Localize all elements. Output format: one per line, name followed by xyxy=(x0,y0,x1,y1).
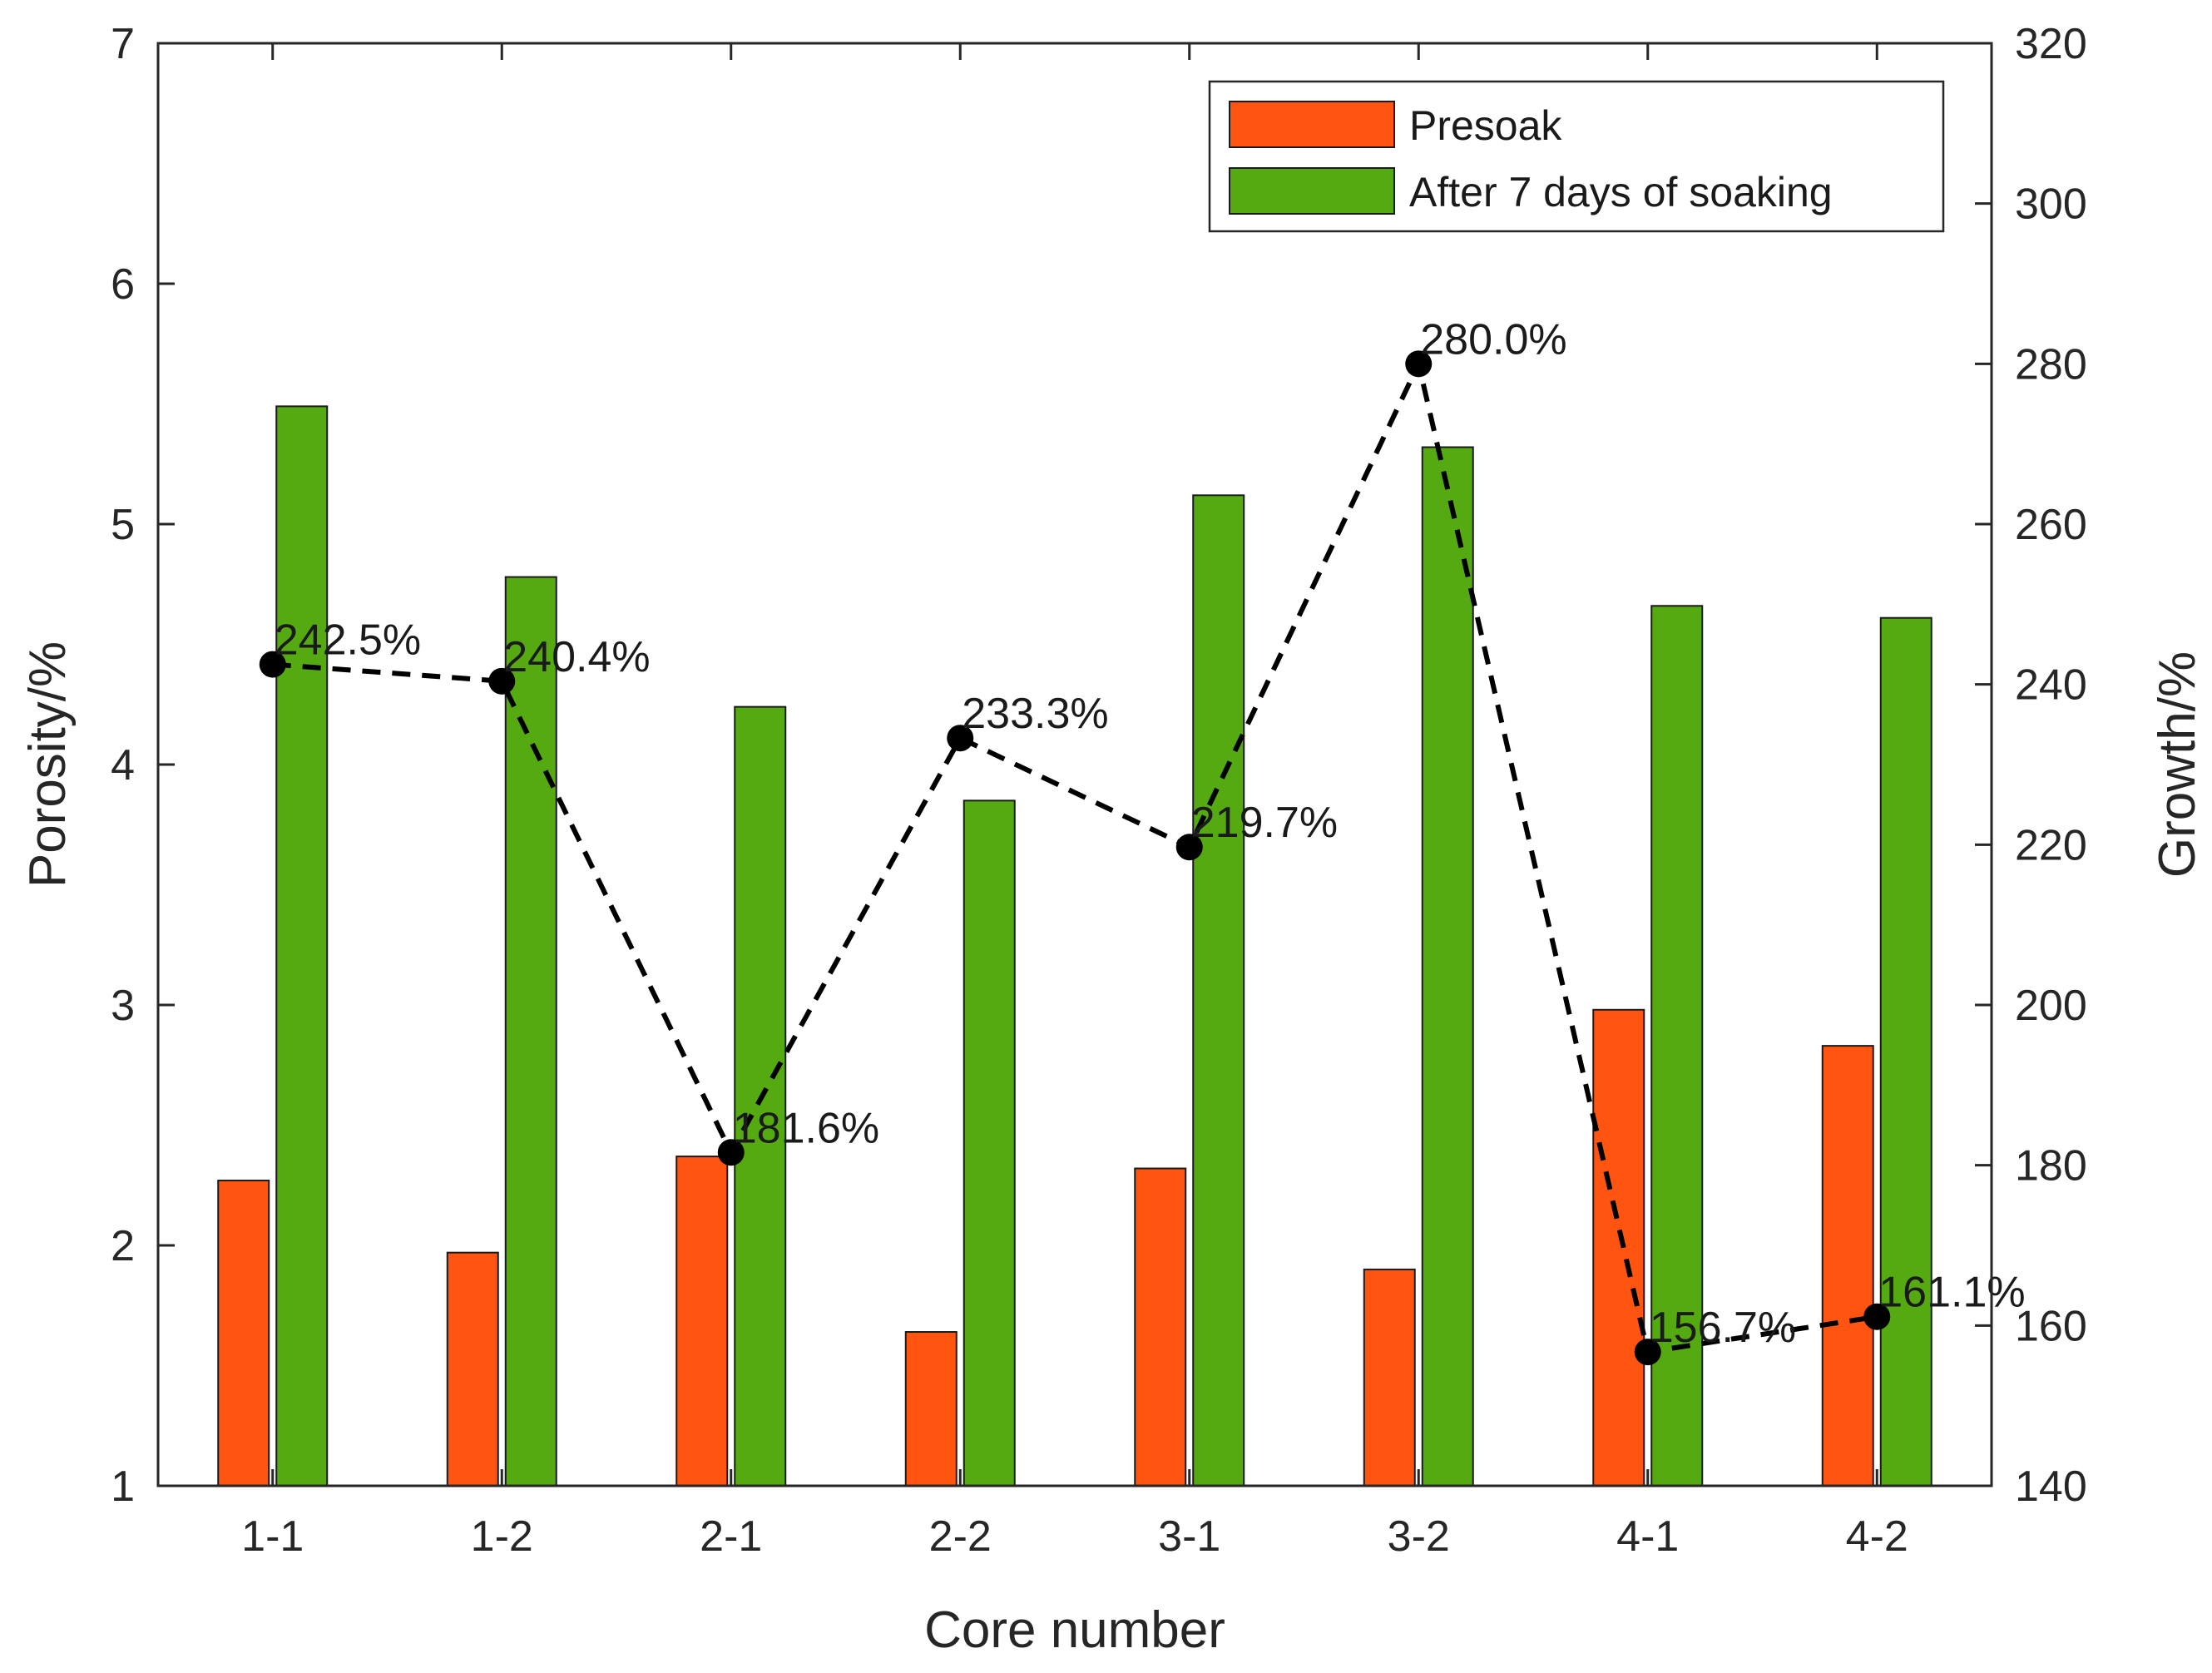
legend-swatch-soaked xyxy=(1229,167,1395,215)
x-tick-label: 4-1 xyxy=(1616,1512,1679,1561)
left-y-tick-label: 7 xyxy=(111,20,135,68)
right-y-tick-label: 180 xyxy=(2015,1142,2087,1190)
x-axis-title: Core number xyxy=(924,1601,1225,1659)
bar-presoak-3-2 xyxy=(1363,1268,1416,1487)
growth-data-label: 161.1% xyxy=(1878,1269,2025,1317)
growth-marker-4-1 xyxy=(1634,1339,1661,1366)
growth-line xyxy=(272,356,1878,1355)
x-tick-label: 1-1 xyxy=(241,1512,304,1561)
bar-soaked-2-2 xyxy=(962,799,1016,1487)
x-tick-label: 4-2 xyxy=(1846,1512,1908,1561)
x-axis: 1-1 1-2 2-1 2-2 3-1 3-2 4-1 4-2 xyxy=(241,43,1908,1561)
right-y-tick-label: 220 xyxy=(2015,821,2087,869)
x-tick-label: 2-2 xyxy=(929,1512,992,1561)
growth-data-label: 219.7% xyxy=(1191,799,1338,847)
x-tick-label: 3-1 xyxy=(1158,1512,1220,1561)
growth-data-label: 156.7% xyxy=(1650,1304,1796,1352)
left-y-tick-label: 3 xyxy=(111,982,135,1030)
bar-presoak-4-1 xyxy=(1592,1008,1645,1487)
bar-soaked-3-2 xyxy=(1421,446,1474,1487)
bar-presoak-1-1 xyxy=(217,1179,270,1487)
bar-presoak-2-2 xyxy=(904,1331,958,1487)
growth-data-label: 181.6% xyxy=(733,1104,879,1152)
left-y-axis: 1 2 3 4 5 6 7 xyxy=(111,20,175,1511)
right-y-tick-label: 280 xyxy=(2015,340,2087,389)
x-tick-label: 1-2 xyxy=(471,1512,533,1561)
right-y-tick-label: 140 xyxy=(2015,1463,2087,1511)
right-y-tick-label: 160 xyxy=(2015,1302,2087,1350)
growth-marker-2-1 xyxy=(717,1139,745,1166)
bar-presoak-2-1 xyxy=(675,1156,729,1487)
legend: Presoak After 7 days of soaking xyxy=(1208,80,1945,233)
bar-soaked-1-1 xyxy=(275,405,329,1487)
growth-data-label: 280.0% xyxy=(1420,315,1566,364)
legend-label-presoak: Presoak xyxy=(1409,102,1562,149)
growth-data-label: 233.3% xyxy=(962,690,1108,738)
right-y-tick-label: 200 xyxy=(2015,982,2087,1030)
legend-label-soaked: After 7 days of soaking xyxy=(1409,169,1833,215)
left-y-tick-label: 1 xyxy=(111,1463,135,1511)
right-y-tick-label: 320 xyxy=(2015,20,2087,68)
growth-data-label: 242.5% xyxy=(275,616,421,665)
legend-swatch-presoak xyxy=(1229,101,1395,148)
right-y-tick-label: 260 xyxy=(2015,501,2087,549)
growth-marker-1-2 xyxy=(488,667,516,695)
right-y-axis-title: Growth/% xyxy=(2149,651,2206,878)
bar-soaked-1-2 xyxy=(504,576,557,1487)
bar-soaked-3-1 xyxy=(1192,494,1245,1487)
left-y-axis-title: Porosity/% xyxy=(19,641,77,888)
right-y-tick-label: 240 xyxy=(2015,661,2087,710)
bar-presoak-4-2 xyxy=(1821,1045,1874,1487)
x-tick-label: 2-1 xyxy=(700,1512,762,1561)
plot-area xyxy=(158,43,1992,1486)
growth-marker-2-2 xyxy=(947,725,974,752)
bar-presoak-3-1 xyxy=(1134,1167,1187,1487)
x-tick-label: 3-2 xyxy=(1388,1512,1450,1561)
right-y-tick-label: 300 xyxy=(2015,181,2087,229)
growth-marker-3-1 xyxy=(1175,834,1203,861)
left-y-tick-label: 2 xyxy=(111,1222,135,1270)
left-y-tick-label: 6 xyxy=(111,260,135,309)
growth-marker-1-1 xyxy=(259,651,286,678)
left-y-tick-label: 4 xyxy=(111,741,135,789)
bar-soaked-4-2 xyxy=(1879,616,1932,1487)
growth-data-label: 240.4% xyxy=(503,633,650,681)
bar-presoak-1-2 xyxy=(446,1251,499,1487)
growth-marker-3-2 xyxy=(1405,350,1433,378)
growth-line-layer: 242.5% 240.4% 181.6% 233.3% 219.7% 280.0% 156.… xyxy=(259,315,2026,1366)
left-y-tick-label: 5 xyxy=(111,501,135,549)
right-y-axis: 140 160 180 200 220 240 260 280 300 320 xyxy=(1975,20,2087,1511)
growth-marker-4-2 xyxy=(1863,1303,1891,1330)
